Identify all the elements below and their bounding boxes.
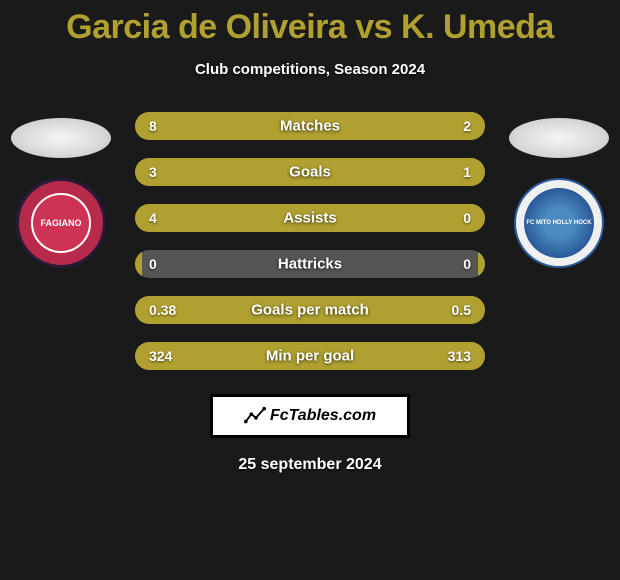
stat-value-right: 1 bbox=[463, 164, 471, 180]
stat-bar: 8 2 Matches bbox=[135, 112, 485, 140]
bar-fill-left bbox=[135, 158, 398, 186]
stat-label: Goals bbox=[289, 164, 331, 181]
stat-bar: 324 313 Min per goal bbox=[135, 342, 485, 370]
stat-value-right: 2 bbox=[463, 118, 471, 134]
stat-value-right: 0 bbox=[463, 256, 471, 272]
stat-value-right: 313 bbox=[448, 348, 471, 364]
bar-fill-right bbox=[478, 250, 485, 278]
chart-icon bbox=[244, 405, 266, 427]
stat-bar: 0 0 Hattricks bbox=[135, 250, 485, 278]
right-player-avatar bbox=[509, 118, 609, 158]
stats-bars: 8 2 Matches 3 1 Goals 4 0 Assists 0 0 Hattricks 0.38… bbox=[135, 112, 485, 370]
right-club-logo-text: FC MITO HOLLY HOCK bbox=[524, 188, 594, 258]
stat-value-left: 8 bbox=[149, 118, 157, 134]
stat-label: Goals per match bbox=[251, 302, 369, 319]
stat-label: Matches bbox=[280, 118, 340, 135]
date-label: 25 september 2024 bbox=[0, 456, 620, 474]
stat-label: Assists bbox=[283, 210, 336, 227]
stat-value-left: 324 bbox=[149, 348, 172, 364]
right-club-logo: FC MITO HOLLY HOCK bbox=[514, 178, 604, 268]
right-player-column: FC MITO HOLLY HOCK bbox=[499, 112, 619, 268]
stat-bar: 4 0 Assists bbox=[135, 204, 485, 232]
comparison-content: FAGIANO 8 2 Matches 3 1 Goals 4 0 Assists 0 0 Hattr… bbox=[0, 112, 620, 370]
branding-badge: FcTables.com bbox=[210, 394, 410, 438]
bar-fill-right bbox=[415, 112, 485, 140]
page-subtitle: Club competitions, Season 2024 bbox=[0, 61, 620, 78]
stat-value-left: 0 bbox=[149, 256, 157, 272]
stat-label: Hattricks bbox=[278, 256, 342, 273]
stat-value-left: 0.38 bbox=[149, 302, 176, 318]
left-player-avatar bbox=[11, 118, 111, 158]
stat-value-right: 0.5 bbox=[452, 302, 471, 318]
bar-fill-left bbox=[135, 112, 415, 140]
bar-fill-left bbox=[135, 250, 142, 278]
left-player-column: FAGIANO bbox=[1, 112, 121, 268]
bar-fill-right bbox=[398, 158, 486, 186]
stat-value-right: 0 bbox=[463, 210, 471, 226]
branding-text: FcTables.com bbox=[270, 407, 376, 425]
stat-label: Min per goal bbox=[266, 348, 354, 365]
left-club-logo: FAGIANO bbox=[16, 178, 106, 268]
left-club-logo-text: FAGIANO bbox=[31, 193, 91, 253]
stat-value-left: 3 bbox=[149, 164, 157, 180]
page-title: Garcia de Oliveira vs K. Umeda bbox=[0, 0, 620, 47]
stat-bar: 0.38 0.5 Goals per match bbox=[135, 296, 485, 324]
stat-bar: 3 1 Goals bbox=[135, 158, 485, 186]
stat-value-left: 4 bbox=[149, 210, 157, 226]
